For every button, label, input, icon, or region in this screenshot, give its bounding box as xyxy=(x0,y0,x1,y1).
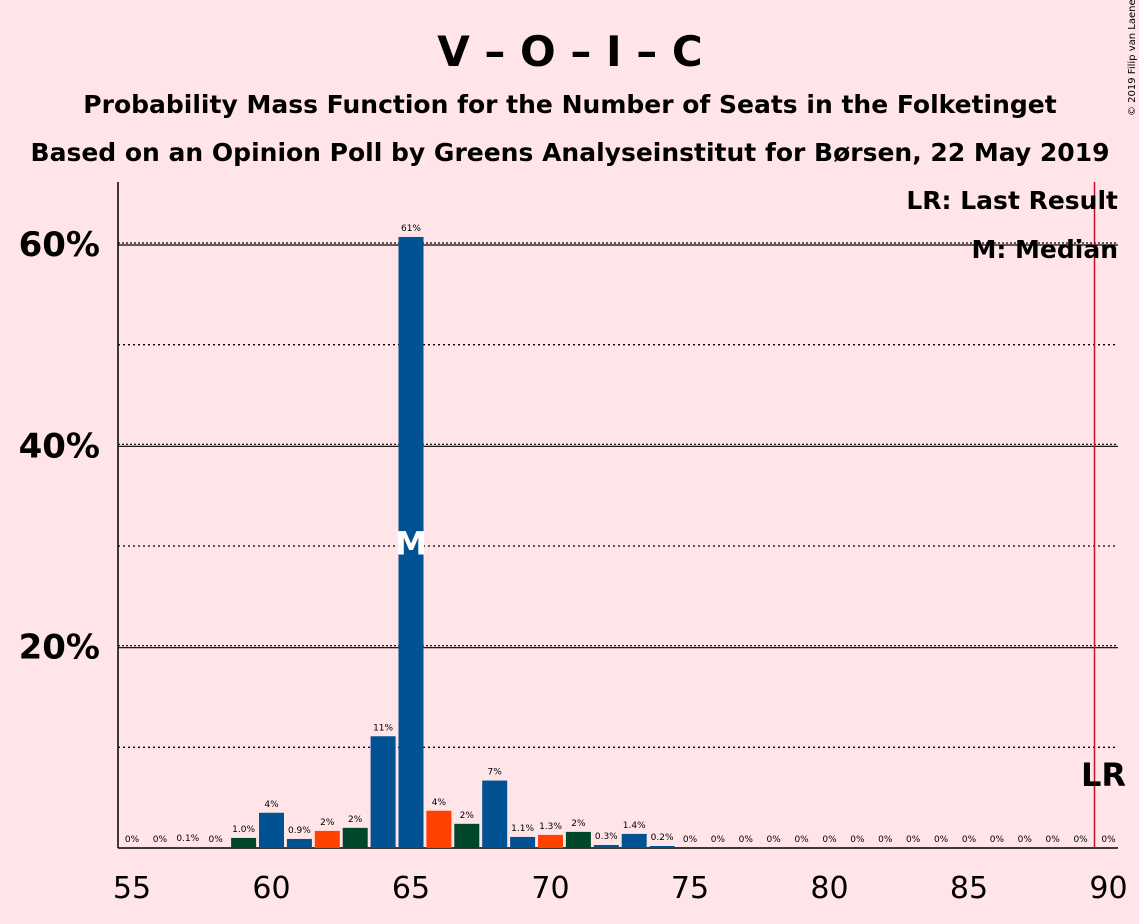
bar-seat-71 xyxy=(565,831,591,848)
bar-label-seat-87: 0% xyxy=(1018,835,1033,845)
bar-label-seat-59: 1.0% xyxy=(232,825,255,835)
bar-label-seat-69: 1.1% xyxy=(511,824,534,834)
chart-subtitle-1: Probability Mass Function for the Number… xyxy=(83,90,1056,119)
bar-label-seat-82: 0% xyxy=(878,835,893,845)
bar-seat-70 xyxy=(538,834,563,848)
copyright-credit: © 2019 Filip van Laenen xyxy=(1127,0,1138,116)
bar-label-seat-84: 0% xyxy=(934,835,949,845)
x-tick-labels: 55 60 65 70 75 80 85 90 xyxy=(113,871,1128,906)
bar-label-seat-64: 11% xyxy=(373,723,393,733)
bar-seat-62 xyxy=(314,830,340,848)
bar-label-seat-56: 0% xyxy=(153,835,168,845)
bar-label-seat-55: 0% xyxy=(125,835,140,845)
bar-seat-65 xyxy=(398,236,424,848)
bar-label-seat-86: 0% xyxy=(990,835,1005,845)
bar-label-seat-70: 1.3% xyxy=(539,822,562,832)
bar-label-seat-88: 0% xyxy=(1046,835,1061,845)
bar-label-seat-78: 0% xyxy=(767,835,782,845)
bar-label-seat-65: 61% xyxy=(401,224,421,234)
bar-label-seat-75: 0% xyxy=(683,835,698,845)
bar-label-seat-61: 0.9% xyxy=(288,826,311,836)
bar-seat-73 xyxy=(621,833,647,848)
chart-title: V – O – I – C xyxy=(437,27,702,76)
x-tick-label: 85 xyxy=(950,871,988,906)
bar-seat-67 xyxy=(454,823,480,848)
bar-seat-63 xyxy=(342,827,368,848)
bar-label-seat-58: 0% xyxy=(209,835,224,845)
axes xyxy=(117,182,1118,849)
median-marker: M xyxy=(395,524,427,562)
gridlines xyxy=(118,242,1118,748)
legend-last-result: LR: Last Result xyxy=(906,186,1118,215)
bar-label-seat-74: 0.2% xyxy=(651,833,674,843)
x-tick-label: 70 xyxy=(531,871,569,906)
bar-label-seat-83: 0% xyxy=(906,835,921,845)
bars xyxy=(175,236,675,848)
bar-seat-69 xyxy=(510,836,536,848)
bar-label-seat-80: 0% xyxy=(822,835,837,845)
bar-seat-60 xyxy=(259,812,284,848)
x-tick-label: 75 xyxy=(671,871,709,906)
bar-label-seat-89: 0% xyxy=(1073,835,1088,845)
bar-seat-66 xyxy=(426,810,452,848)
bar-label-seat-90: 0% xyxy=(1101,835,1116,845)
bar-label-seat-60: 4% xyxy=(264,800,279,810)
bar-label-seat-63: 2% xyxy=(348,815,363,825)
bar-label-seat-66: 4% xyxy=(432,798,447,808)
bar-label-seat-76: 0% xyxy=(711,835,726,845)
chart-subtitle-2: Based on an Opinion Poll by Greens Analy… xyxy=(31,138,1110,167)
bar-seat-72 xyxy=(593,844,619,848)
bar-seat-74 xyxy=(649,845,675,848)
x-tick-label: 55 xyxy=(113,871,151,906)
bar-label-seat-73: 1.4% xyxy=(623,821,646,831)
x-tick-label: 90 xyxy=(1089,871,1127,906)
x-tick-label: 65 xyxy=(392,871,430,906)
y-tick-label: 60% xyxy=(19,225,100,265)
x-tick-label: 60 xyxy=(252,871,290,906)
y-tick-labels: 20% 40% 60% xyxy=(19,225,100,668)
bar-label-seat-81: 0% xyxy=(850,835,865,845)
legend-median: M: Median xyxy=(971,235,1118,264)
bar-label-seat-77: 0% xyxy=(739,835,754,845)
y-tick-label: 20% xyxy=(19,628,100,668)
bar-label-seat-85: 0% xyxy=(962,835,977,845)
bar-seat-57 xyxy=(175,846,201,848)
bar-labels: 0% 0% 0.1% 0% 1.0% 4% 0.9% 2% 2% 11% 61% 4% 2% 7% 1.1%… xyxy=(125,224,1116,845)
bar-label-seat-72: 0.3% xyxy=(595,832,618,842)
bar-seat-68 xyxy=(482,780,508,848)
bar-label-seat-79: 0% xyxy=(794,835,809,845)
bar-seat-64 xyxy=(370,736,396,848)
last-result-label: LR xyxy=(1081,756,1126,794)
bar-label-seat-67: 2% xyxy=(460,811,475,821)
bar-label-seat-57: 0.1% xyxy=(176,834,199,844)
x-tick-label: 80 xyxy=(810,871,848,906)
bar-label-seat-62: 2% xyxy=(320,818,335,828)
bar-seat-61 xyxy=(286,838,312,848)
bar-seat-59 xyxy=(231,837,257,848)
y-tick-label: 40% xyxy=(19,426,100,466)
bar-label-seat-71: 2% xyxy=(571,819,586,829)
bar-label-seat-68: 7% xyxy=(488,768,503,778)
